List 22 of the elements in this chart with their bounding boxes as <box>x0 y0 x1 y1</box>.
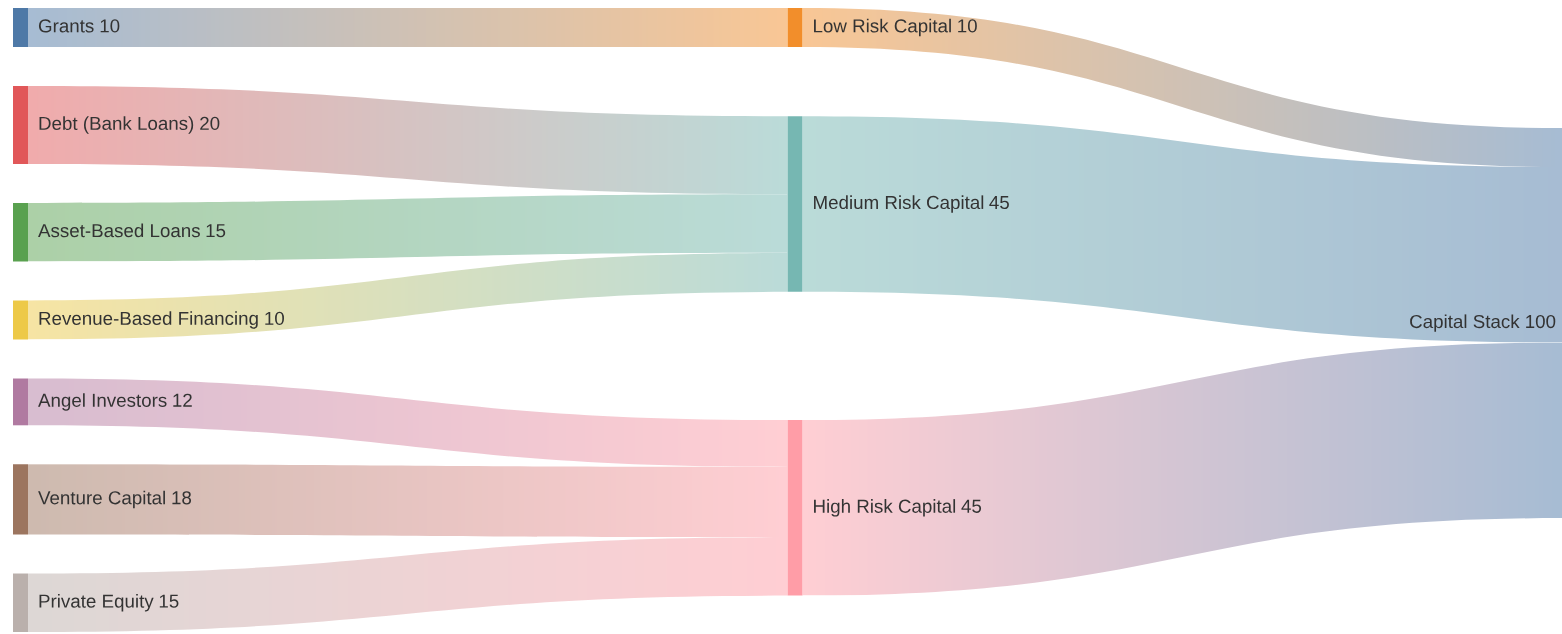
data-label: 100 <box>1526 314 1556 329</box>
category-label: Revenue-Based Financing <box>39 311 258 329</box>
category-label: Capital Stack <box>1410 314 1520 332</box>
category-label: Debt (Bank Loans) <box>39 116 194 134</box>
data-label: 10 <box>265 311 284 326</box>
category-label: Venture Capital <box>38 490 165 509</box>
data-label: 20 <box>200 116 220 131</box>
data-label: 15 <box>159 594 179 608</box>
category-label: Asset-Based Loans <box>38 223 200 238</box>
category-label: Medium Risk Capital <box>814 195 984 213</box>
data-label: 10 <box>958 19 977 33</box>
data-label: 45 <box>989 196 1009 210</box>
data-label: 15 <box>206 224 226 238</box>
data-label: 12 <box>173 393 192 407</box>
category-label: High Risk Capital <box>814 499 956 517</box>
data-label: 10 <box>100 19 120 33</box>
category-label: Private Equity <box>39 594 154 612</box>
data-label: 18 <box>172 491 192 505</box>
category-label: Grants <box>38 19 94 33</box>
data-label: 45 <box>961 499 982 513</box>
category-label: Low Risk Capital <box>814 18 951 37</box>
category-label: Angel Investors <box>38 393 167 411</box>
